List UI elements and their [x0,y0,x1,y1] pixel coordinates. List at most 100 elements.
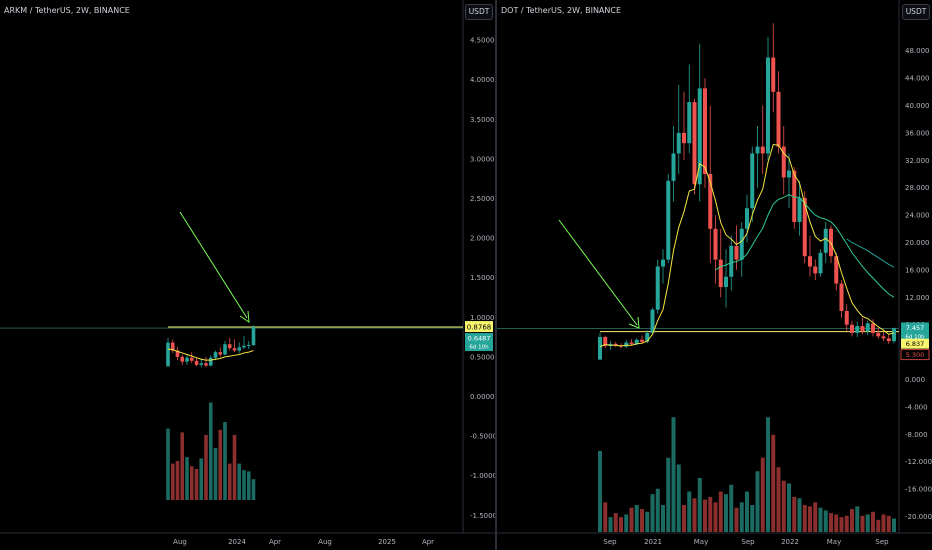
candle-body [697,88,702,185]
x-tick-label: Sep [875,538,889,546]
volume-bar [886,515,891,532]
candle-body [808,256,812,267]
candle-body [734,245,739,260]
candle-body [185,357,189,362]
currency-button-left[interactable]: USDT [465,4,493,20]
volume-bar [776,467,781,532]
candle-body [818,252,823,274]
candle-body [624,342,629,347]
x-tick-label: Aug [318,538,332,546]
candle-body [839,283,844,311]
y-tick-label: 2.0000 [470,235,495,243]
volume-bar [613,513,618,532]
candle-body [204,363,208,366]
countdown-value: 6d 10h [469,345,489,351]
panel-divider[interactable] [495,0,497,550]
volume-bar [813,502,818,532]
candle-body [671,153,676,181]
candle-body [724,276,728,288]
candle-body [613,343,618,346]
arkm-chart-panel[interactable]: 4.5000 4.0000 3.5000 3.0000 2.5000 2.0000 1.50… [0,0,496,550]
candle-body [189,357,194,361]
candle-body [787,170,791,178]
volume-bar [745,491,749,532]
candle-body [750,153,755,209]
dot-chart-canvas[interactable]: 48.000 44.000 40.000 36.000 32.000 28.000 24.0… [497,0,932,550]
y-tick-label: 32.000 [905,157,930,165]
candle-body [834,256,839,284]
volume-bar [170,463,175,500]
candle-body [713,228,718,260]
candle-body [251,327,256,346]
volume-bar [676,464,681,532]
volume-bar [180,432,185,500]
current-price-tag [465,321,493,333]
y-tick-label: 3.0000 [470,155,495,163]
y-tick-label: 40.000 [905,102,930,110]
candle-body [180,356,185,362]
candle-body [223,344,227,355]
volume-bar [708,496,713,532]
volume-bar [834,514,839,532]
candle-body [170,342,175,351]
volume-bar [760,457,765,532]
volume-bar [242,470,246,500]
arkm-chart-title: ARKM / TetherUS, 2W, BINANCE [4,6,130,15]
candle-body [666,180,671,260]
y-tick-label: 0.5000 [470,353,495,361]
candle-body [634,339,639,344]
volume-bar [237,463,242,500]
candle-body [886,338,891,342]
y-tick-label: 0.0000 [470,393,495,401]
arkm-chart-canvas[interactable]: 4.5000 4.0000 3.5000 3.0000 2.5000 2.0000 1.50… [0,0,496,550]
volume-bar [755,471,760,532]
candle-body [175,350,180,357]
level-price-tag [901,338,929,349]
dot-chart-panel[interactable]: 48.000 44.000 40.000 36.000 32.000 28.000 24.0… [497,0,932,550]
volume-bar [787,483,791,532]
x-tick-label: May [694,538,708,546]
currency-button-right[interactable]: USDT [902,4,930,20]
x-tick-label: Apr [422,538,434,546]
volume-bar [766,417,770,532]
volume-bar [871,511,875,532]
candle-body [860,326,865,332]
volume-bar [251,479,256,500]
volume-bar [865,514,870,532]
level-price-value: 6.837 [906,340,925,348]
trend-arrowhead [628,316,640,329]
volume-bar [204,435,208,500]
volume-bar [860,515,865,532]
volume-bar [671,417,676,532]
volume-bar [175,461,180,500]
volume-bar [227,463,232,500]
volume-bar [218,429,223,500]
candle-body [213,352,218,358]
volume-bar [797,498,802,532]
y-tick-label: 4.0000 [470,76,495,84]
volume-bar [682,505,686,532]
volume-bar [655,488,660,532]
y-tick-label: 2.5000 [470,195,495,203]
volume-bar [619,517,623,532]
candle-body [199,363,204,365]
candle-body [676,132,681,154]
current-price-tag [901,322,929,342]
candle-body [876,332,881,337]
x-tick-label: May [827,538,841,546]
candle-body [682,132,686,144]
y-tick-label: 1.0000 [470,314,495,322]
y-tick-label: -4.000 [905,403,928,411]
y-tick-label: -20.000 [905,513,932,521]
candle-body [881,336,886,339]
secondary-price-tag [465,333,493,352]
volume-bar [640,509,644,532]
candle-body [629,342,634,344]
candle-body [865,323,870,332]
volume-bar [808,506,812,532]
y-tick-label: -8.000 [905,431,928,439]
candle-body [781,146,786,178]
volume-bar [839,517,844,532]
volume-bar [645,511,650,532]
volume-bar [199,458,204,500]
